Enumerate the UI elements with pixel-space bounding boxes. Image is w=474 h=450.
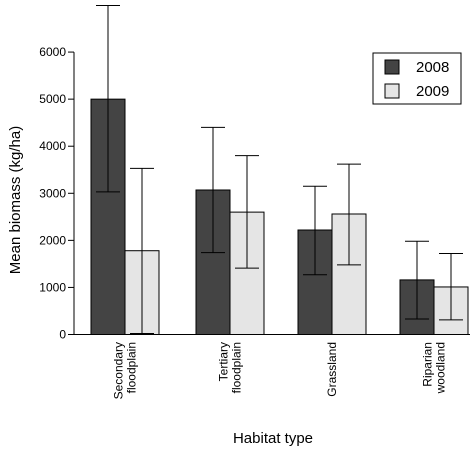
y-tick-label: 5000 — [39, 92, 66, 106]
x-category-label-line: Secondary — [112, 342, 126, 399]
y-tick-label: 4000 — [39, 139, 66, 153]
x-category-label: Secondaryfloodplain — [112, 342, 139, 399]
x-category-label-line: Riparian — [421, 342, 435, 387]
y-tick-label: 6000 — [39, 45, 66, 59]
x-category-label-line: floodplain — [125, 342, 139, 393]
x-category-label: Grassland — [325, 342, 339, 397]
x-axis: Secondaryfloodplain Tertiaryfloodplain Gra… — [74, 334, 470, 399]
x-category-label-line: Grassland — [325, 342, 339, 397]
legend-swatch-2009 — [384, 83, 400, 99]
plot-area — [90, 4, 469, 336]
legend-label-2008: 2008 — [416, 59, 449, 76]
y-tick-label: 0 — [59, 328, 66, 342]
x-category-label: Riparianwoodland — [421, 342, 448, 394]
x-category-label-line: Tertiary — [217, 342, 231, 381]
x-category-label-line: woodland — [434, 342, 448, 394]
legend-label-2009: 2009 — [416, 83, 449, 100]
y-tick-label: 3000 — [39, 186, 66, 200]
y-axis-title: Mean biomass (kg/ha) — [7, 126, 24, 274]
y-tick-label: 1000 — [39, 280, 66, 294]
y-axis: 0 1000 2000 3000 4000 5000 6000 — [39, 45, 75, 342]
y-tick-label: 2000 — [39, 233, 66, 247]
x-axis-title: Habitat type — [233, 430, 313, 447]
legend: 2008 2009 — [372, 52, 462, 105]
x-category-label: Tertiaryfloodplain — [217, 342, 244, 393]
legend-swatch-2008 — [384, 59, 400, 75]
x-category-label-line: floodplain — [230, 342, 244, 393]
